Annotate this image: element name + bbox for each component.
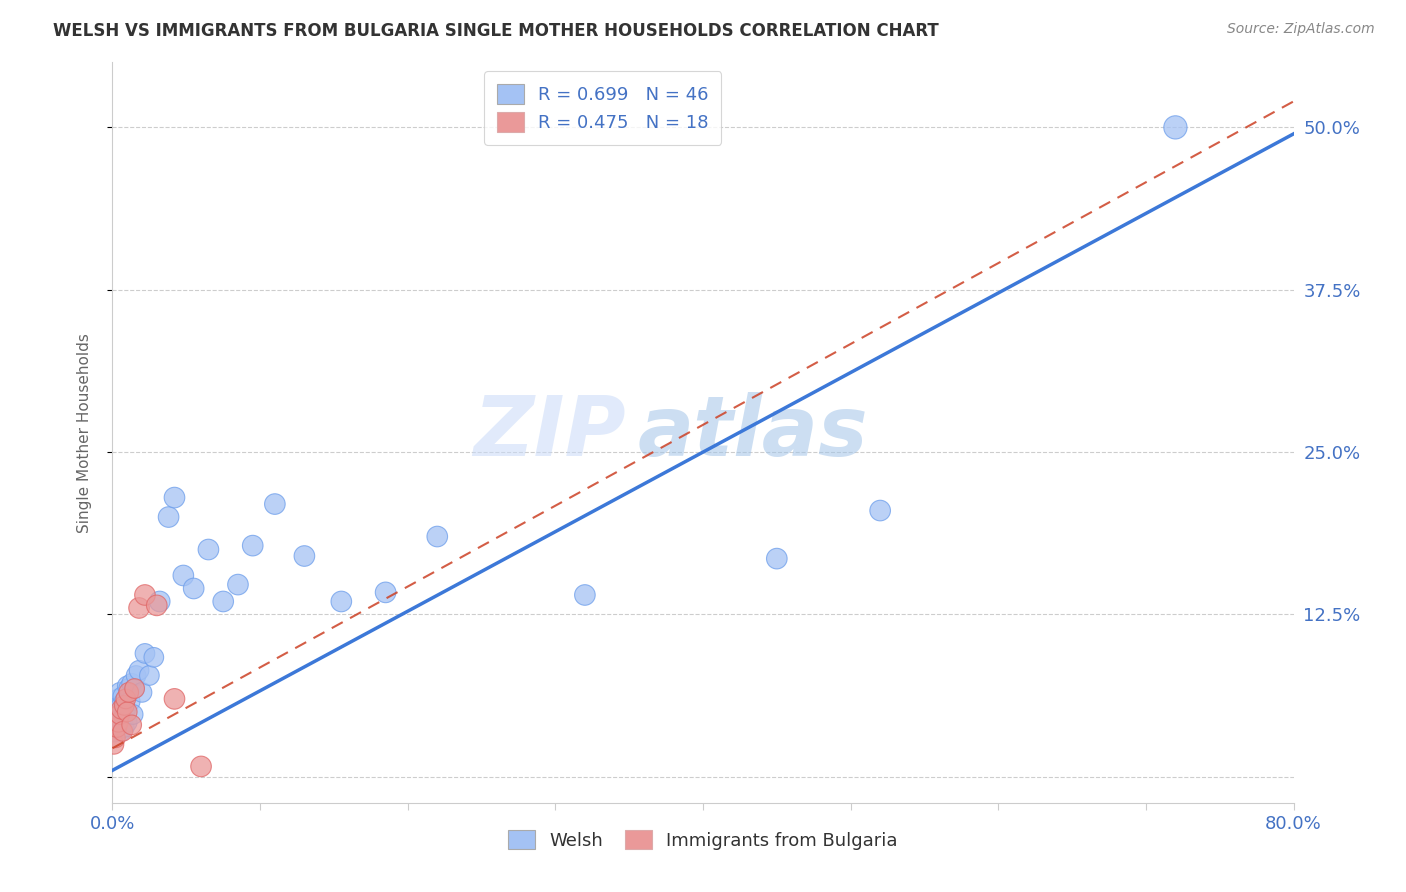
Point: [766, 551, 789, 566]
Point: [103, 737, 125, 751]
Point: [104, 705, 127, 719]
Point: [124, 681, 146, 696]
Point: [128, 601, 150, 615]
Point: [112, 698, 135, 713]
Point: [108, 685, 131, 699]
Point: [105, 721, 128, 735]
Point: [574, 588, 596, 602]
Point: [128, 663, 150, 677]
Point: [110, 698, 132, 713]
Point: [121, 718, 143, 732]
Point: [869, 503, 891, 517]
Point: [107, 715, 129, 730]
Point: [117, 715, 138, 730]
Point: [118, 685, 141, 699]
Point: [138, 668, 160, 682]
Text: atlas: atlas: [638, 392, 869, 473]
Point: [426, 529, 449, 543]
Point: [157, 510, 180, 524]
Point: [124, 681, 146, 696]
Point: [105, 721, 128, 735]
Point: [142, 650, 165, 665]
Point: [111, 711, 134, 725]
Point: [292, 549, 315, 563]
Point: [104, 731, 127, 745]
Point: [134, 588, 156, 602]
Point: [163, 692, 186, 706]
Point: [110, 724, 132, 739]
Point: [120, 694, 142, 708]
Point: [125, 668, 148, 682]
Point: [114, 692, 136, 706]
Point: [226, 577, 249, 591]
Point: [107, 692, 129, 706]
Legend: R = 0.699   N = 46, R = 0.475   N = 18: R = 0.699 N = 46, R = 0.475 N = 18: [484, 71, 721, 145]
Point: [190, 759, 212, 773]
Point: [112, 721, 135, 735]
Point: [134, 647, 156, 661]
Point: [121, 676, 143, 690]
Text: Source: ZipAtlas.com: Source: ZipAtlas.com: [1227, 22, 1375, 37]
Point: [146, 599, 169, 613]
Point: [114, 702, 136, 716]
Point: [110, 702, 132, 716]
Point: [111, 690, 134, 704]
Text: WELSH VS IMMIGRANTS FROM BULGARIA SINGLE MOTHER HOUSEHOLDS CORRELATION CHART: WELSH VS IMMIGRANTS FROM BULGARIA SINGLE…: [53, 22, 939, 40]
Text: ZIP: ZIP: [474, 392, 626, 473]
Point: [112, 694, 135, 708]
Point: [374, 585, 396, 599]
Point: [212, 594, 235, 608]
Point: [330, 594, 353, 608]
Point: [117, 679, 138, 693]
Point: [163, 491, 186, 505]
Point: [197, 542, 219, 557]
Point: [118, 681, 141, 696]
Point: [105, 698, 128, 713]
Point: [103, 718, 125, 732]
Point: [111, 724, 134, 739]
Point: [149, 594, 172, 608]
Point: [242, 539, 264, 553]
Point: [108, 707, 131, 722]
Point: [172, 568, 194, 582]
Point: [264, 497, 287, 511]
Point: [183, 582, 205, 596]
Point: [1164, 120, 1187, 135]
Point: [108, 707, 131, 722]
Point: [131, 685, 153, 699]
Y-axis label: Single Mother Households: Single Mother Households: [77, 333, 91, 533]
Point: [117, 705, 138, 719]
Point: [122, 707, 145, 722]
Point: [107, 715, 129, 730]
